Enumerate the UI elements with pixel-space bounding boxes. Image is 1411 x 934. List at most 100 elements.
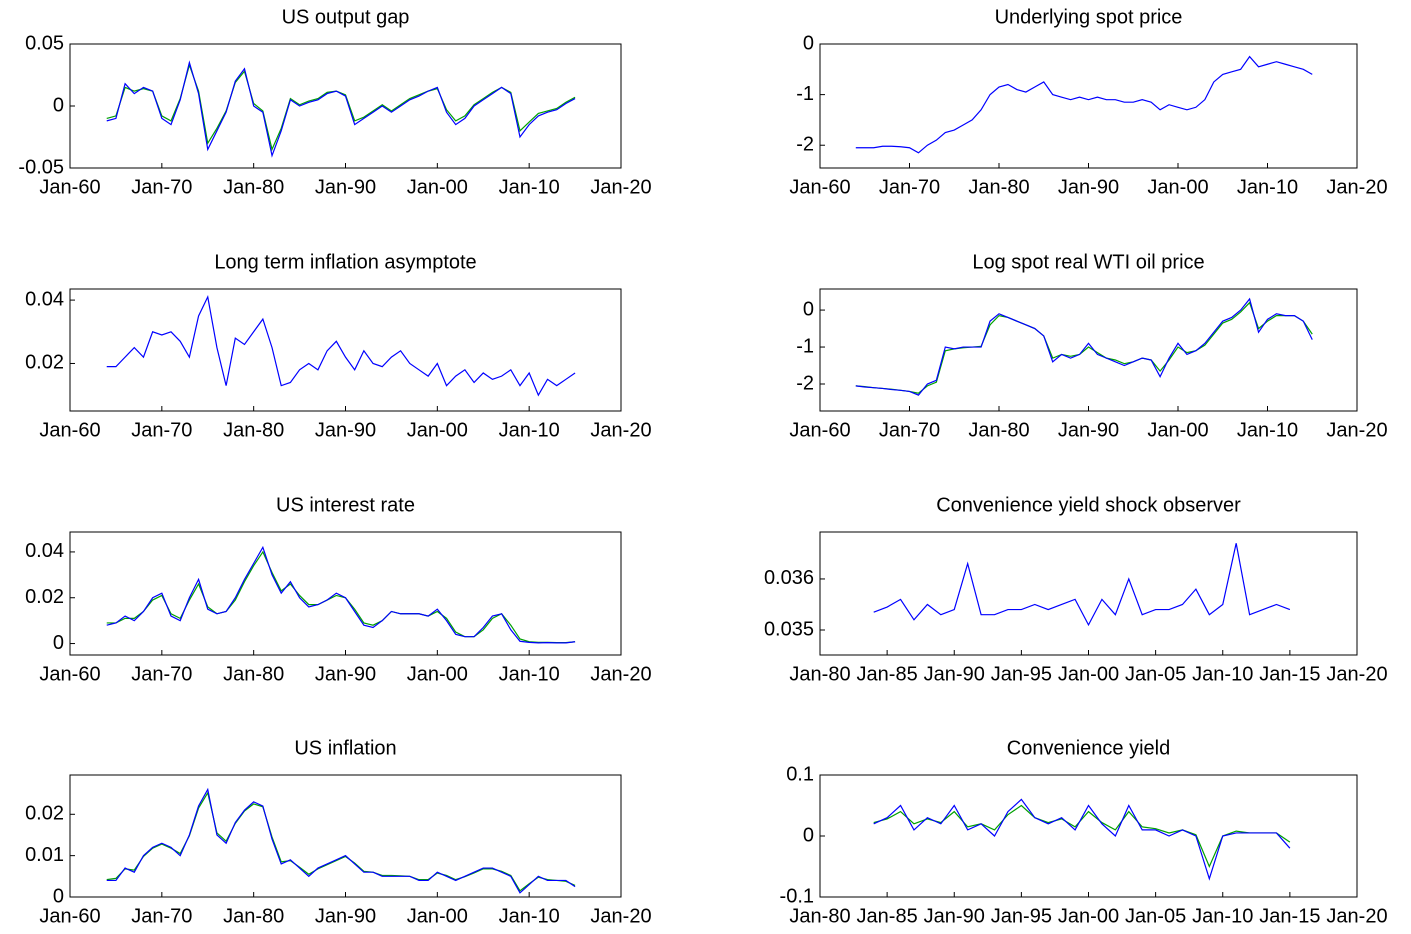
chart-title: US output gap — [282, 6, 410, 28]
x-tick-label: Jan-80 — [789, 663, 850, 685]
x-tick-label: Jan-70 — [131, 905, 192, 927]
x-tick-label: Jan-70 — [131, 663, 192, 685]
y-tick-label: 0.1 — [786, 763, 814, 785]
y-tick-label: 0.02 — [25, 586, 64, 608]
x-tick-label: Jan-90 — [1058, 419, 1119, 441]
chart-title: Long term inflation asymptote — [214, 251, 476, 273]
y-tick-label: 0.02 — [25, 803, 64, 825]
plot-frame — [69, 43, 622, 169]
x-tick-label: Jan-70 — [879, 176, 940, 198]
x-tick-label: Jan-00 — [407, 663, 468, 685]
y-tick-label: 0 — [53, 94, 64, 116]
series-line — [855, 297, 1313, 396]
plot-frame — [69, 774, 622, 898]
x-tick-label: Jan-60 — [39, 905, 100, 927]
plot-frame — [819, 531, 1358, 656]
x-tick-label: Jan-20 — [590, 419, 651, 441]
x-tick-label: Jan-20 — [590, 905, 651, 927]
plot-frame — [69, 288, 622, 412]
x-tick-label: Jan-90 — [924, 905, 985, 927]
x-tick-label: Jan-10 — [1237, 176, 1298, 198]
chart-title: Log spot real WTI oil price — [972, 251, 1204, 273]
y-tick-label: 0 — [53, 885, 64, 907]
chart-title: Convenience yield shock observer — [936, 494, 1241, 516]
x-tick-label: Jan-60 — [789, 419, 850, 441]
x-tick-label: Jan-20 — [590, 176, 651, 198]
y-tick-label: 0.04 — [25, 288, 64, 310]
x-tick-label: Jan-85 — [857, 905, 918, 927]
x-tick-label: Jan-80 — [223, 176, 284, 198]
x-tick-label: Jan-20 — [1326, 663, 1387, 685]
x-tick-label: Jan-00 — [1058, 905, 1119, 927]
x-tick-label: Jan-80 — [223, 905, 284, 927]
x-tick-label: Jan-95 — [991, 663, 1052, 685]
y-tick-label: -2 — [796, 372, 814, 394]
y-tick-label: 0 — [803, 32, 814, 54]
x-tick-label: Jan-10 — [499, 176, 560, 198]
x-tick-label: Jan-00 — [1147, 176, 1208, 198]
y-tick-label: -2 — [796, 134, 814, 156]
x-tick-label: Jan-80 — [968, 419, 1029, 441]
x-tick-label: Jan-15 — [1259, 905, 1320, 927]
series-line — [106, 60, 576, 158]
y-tick-label: 0.01 — [25, 844, 64, 866]
series-line — [106, 294, 576, 397]
plot-frame — [819, 288, 1358, 412]
x-tick-label: Jan-05 — [1125, 905, 1186, 927]
y-tick-label: 0.035 — [764, 618, 814, 640]
x-tick-label: Jan-80 — [223, 663, 284, 685]
x-tick-label: Jan-90 — [315, 176, 376, 198]
x-tick-label: Jan-05 — [1125, 663, 1186, 685]
x-tick-label: Jan-90 — [315, 905, 376, 927]
x-tick-label: Jan-20 — [590, 663, 651, 685]
x-tick-label: Jan-60 — [39, 176, 100, 198]
plot-frame — [69, 531, 622, 656]
x-tick-label: Jan-10 — [499, 419, 560, 441]
chart-title: Convenience yield — [1007, 737, 1170, 759]
series-line — [873, 798, 1291, 881]
x-tick-label: Jan-90 — [315, 663, 376, 685]
series-line — [873, 543, 1291, 627]
y-tick-label: -0.05 — [18, 156, 64, 178]
x-tick-label: Jan-70 — [879, 419, 940, 441]
x-tick-label: Jan-60 — [789, 176, 850, 198]
x-tick-label: Jan-20 — [1326, 176, 1387, 198]
y-tick-label: -1 — [796, 335, 814, 357]
x-tick-label: Jan-00 — [1058, 663, 1119, 685]
series-line — [106, 787, 576, 894]
x-tick-label: Jan-60 — [39, 419, 100, 441]
x-tick-label: Jan-00 — [407, 176, 468, 198]
series-line — [855, 301, 1313, 394]
y-tick-label: 0 — [803, 298, 814, 320]
plot-frame — [819, 774, 1358, 898]
chart-title: US inflation — [294, 737, 396, 759]
chart-title: Underlying spot price — [995, 6, 1183, 28]
x-tick-label: Jan-90 — [1058, 176, 1119, 198]
x-tick-label: Jan-80 — [223, 419, 284, 441]
x-tick-label: Jan-70 — [131, 419, 192, 441]
x-tick-label: Jan-00 — [407, 905, 468, 927]
y-tick-label: 0 — [803, 824, 814, 846]
y-tick-label: 0 — [53, 632, 64, 654]
y-tick-label: -1 — [796, 83, 814, 105]
x-tick-label: Jan-10 — [499, 905, 560, 927]
x-tick-label: Jan-10 — [1237, 419, 1298, 441]
x-tick-label: Jan-00 — [407, 419, 468, 441]
x-tick-label: Jan-90 — [315, 419, 376, 441]
x-tick-label: Jan-20 — [1326, 419, 1387, 441]
series-line — [855, 55, 1313, 154]
y-tick-label: 0.05 — [25, 32, 64, 54]
x-tick-label: Jan-70 — [131, 176, 192, 198]
x-tick-label: Jan-15 — [1259, 663, 1320, 685]
y-tick-label: -0.1 — [780, 885, 814, 907]
series-line — [106, 545, 576, 644]
x-tick-label: Jan-85 — [857, 663, 918, 685]
x-tick-label: Jan-60 — [39, 663, 100, 685]
x-tick-label: Jan-20 — [1326, 905, 1387, 927]
x-tick-label: Jan-10 — [499, 663, 560, 685]
y-tick-label: 0.036 — [764, 567, 814, 589]
x-tick-label: Jan-10 — [1192, 905, 1253, 927]
x-tick-label: Jan-95 — [991, 905, 1052, 927]
x-tick-label: Jan-10 — [1192, 663, 1253, 685]
